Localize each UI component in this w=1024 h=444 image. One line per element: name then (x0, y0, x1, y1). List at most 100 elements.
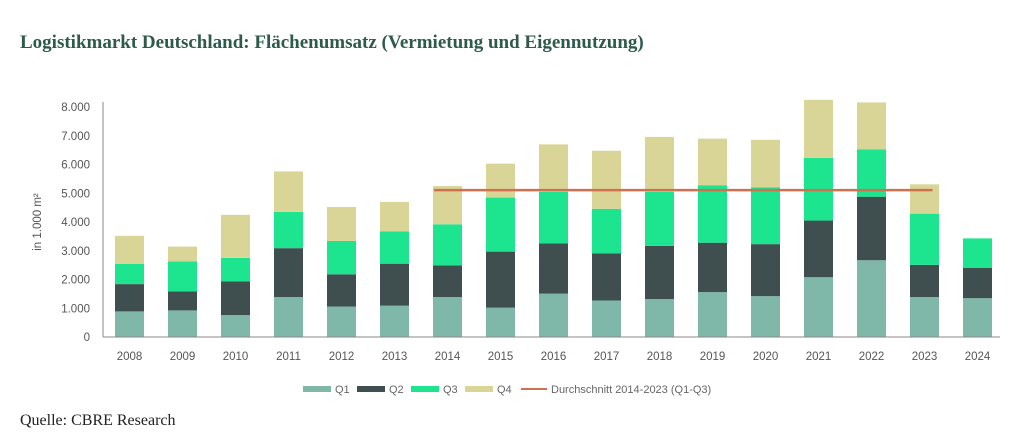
x-tick-label: 2013 (382, 351, 408, 363)
x-tick-label: 2021 (806, 351, 832, 363)
bar-q3-2018 (645, 191, 674, 246)
bar-q4-2012 (327, 207, 356, 241)
bar-q4-2016 (539, 144, 568, 192)
bar-q4-2011 (274, 171, 303, 212)
bar-q1-2024 (963, 298, 992, 337)
x-tick-label: 2020 (753, 351, 779, 363)
bar-q1-2009 (168, 310, 197, 337)
bar-q4-2008 (115, 235, 144, 264)
y-axis-label: in 1.000 m² (32, 193, 44, 251)
bar-q3-2019 (698, 185, 727, 243)
bar-q3-2016 (539, 191, 568, 244)
x-tick-label: 2008 (117, 351, 143, 363)
y-tick-label: 6.000 (61, 160, 90, 172)
bar-q1-2011 (274, 297, 303, 337)
bar-q2-2014 (433, 265, 462, 298)
bar-q4-2009 (168, 246, 197, 262)
bar-q3-2023 (910, 213, 939, 265)
x-tick-label: 2017 (594, 351, 620, 363)
bar-q2-2018 (645, 245, 674, 300)
bar-q1-2015 (486, 307, 515, 337)
x-tick-label: 2016 (541, 351, 567, 363)
bar-q3-2014 (433, 224, 462, 266)
x-tick-label: 2009 (170, 351, 196, 363)
legend-label-average: Durchschnitt 2014-2023 (Q1-Q3) (551, 384, 711, 396)
legend-label-q4: Q4 (497, 384, 512, 396)
bar-q3-2015 (486, 197, 515, 252)
bar-q1-2023 (910, 297, 939, 337)
bar-q3-2012 (327, 240, 356, 275)
bar-q2-2022 (857, 196, 886, 261)
x-tick-label: 2018 (647, 351, 673, 363)
y-tick-label: 7.000 (61, 131, 90, 143)
bar-q3-2011 (274, 211, 303, 249)
y-tick-label: 1.000 (61, 303, 90, 315)
legend-swatch-q3 (411, 386, 439, 392)
bar-q1-2010 (221, 315, 250, 337)
bar-q1-2021 (804, 277, 833, 337)
bar-q1-2018 (645, 299, 674, 337)
x-tick-label: 2022 (859, 351, 885, 363)
bar-q1-2013 (380, 305, 409, 337)
x-tick-label: 2015 (488, 351, 514, 363)
bar-q3-2009 (168, 261, 197, 292)
bar-q2-2011 (274, 248, 303, 298)
x-tick-label: 2010 (223, 351, 249, 363)
bar-q3-2022 (857, 149, 886, 197)
x-tick-label: 2011 (276, 351, 301, 363)
bar-q3-2020 (751, 187, 780, 245)
bar-q1-2014 (433, 297, 462, 337)
bar-q2-2012 (327, 274, 356, 307)
bar-q2-2019 (698, 242, 727, 293)
y-tick-label: 5.000 (61, 188, 90, 200)
bar-q4-2013 (380, 201, 409, 232)
bar-q1-2008 (115, 311, 144, 337)
bar-q1-2017 (592, 300, 621, 337)
bar-q4-2015 (486, 163, 515, 198)
bar-q2-2021 (804, 220, 833, 278)
bar-q2-2016 (539, 243, 568, 294)
bar-q4-2019 (698, 138, 727, 186)
y-tick-label: 4.000 (61, 217, 90, 229)
legend-swatch-q2 (357, 386, 385, 392)
legend-label-q3: Q3 (443, 384, 458, 396)
legend-label-q1: Q1 (335, 384, 350, 396)
legend-swatch-q1 (303, 386, 331, 392)
bar-q4-2017 (592, 150, 621, 209)
bar-q4-2022 (857, 102, 886, 150)
bar-q2-2020 (751, 244, 780, 297)
bar-q3-2024 (963, 238, 992, 268)
bar-q2-2009 (168, 291, 197, 311)
bar-q1-2016 (539, 293, 568, 337)
chart-title: Logistikmarkt Deutschland: Flächenumsatz… (20, 32, 644, 53)
bar-q3-2008 (115, 263, 144, 285)
bar-q4-2021 (804, 99, 833, 158)
x-tick-label: 2014 (435, 351, 461, 363)
bar-q2-2017 (592, 253, 621, 301)
bar-q1-2019 (698, 292, 727, 337)
bar-q3-2017 (592, 208, 621, 254)
bar-q1-2020 (751, 296, 780, 337)
bar-q2-2015 (486, 251, 515, 308)
bar-q4-2018 (645, 136, 674, 192)
bar-q2-2023 (910, 264, 939, 298)
bar-q4-2010 (221, 214, 250, 258)
x-tick-label: 2024 (965, 351, 991, 363)
bar-q3-2013 (380, 231, 409, 264)
bar-q2-2013 (380, 263, 409, 306)
bar-q2-2008 (115, 284, 144, 312)
bar-q4-2020 (751, 139, 780, 188)
bar-q1-2012 (327, 306, 356, 337)
y-tick-label: 0 (84, 332, 90, 344)
bar-q3-2010 (221, 257, 250, 282)
y-tick-label: 8.000 (61, 102, 90, 114)
bar-q4-2023 (910, 184, 939, 214)
x-tick-label: 2012 (329, 351, 355, 363)
source-note: Quelle: CBRE Research (20, 412, 176, 429)
legend-swatch-q4 (465, 386, 493, 392)
bar-q2-2024 (963, 268, 992, 299)
x-tick-label: 2019 (700, 351, 726, 363)
bar-q1-2022 (857, 260, 886, 337)
y-tick-label: 3.000 (61, 246, 90, 258)
